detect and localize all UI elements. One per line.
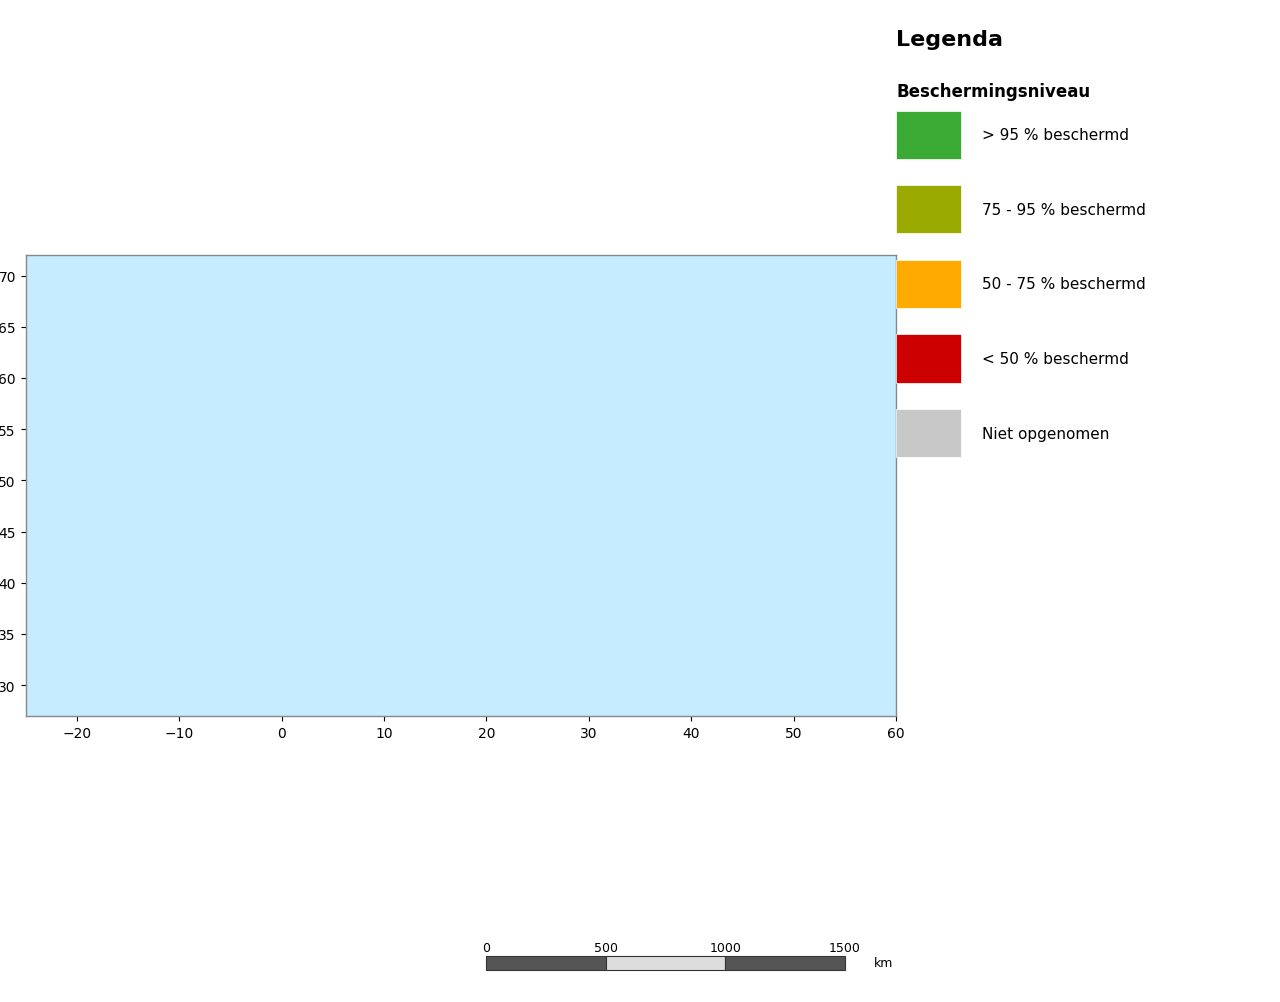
Text: < 50 % beschermd: < 50 % beschermd [982,352,1129,367]
Text: 75 - 95 % beschermd: 75 - 95 % beschermd [982,202,1146,217]
FancyBboxPatch shape [896,335,960,383]
Text: Beschermingsniveau: Beschermingsniveau [896,82,1091,100]
Text: Legenda: Legenda [896,30,1004,50]
Text: 500: 500 [594,941,618,954]
Text: Niet opgenomen: Niet opgenomen [982,426,1110,441]
Text: 1000: 1000 [709,941,741,954]
FancyBboxPatch shape [896,410,960,458]
Text: 0: 0 [483,941,490,954]
Bar [486,956,605,970]
FancyBboxPatch shape [896,261,960,309]
Bar [726,956,845,970]
Text: 50 - 75 % beschermd: 50 - 75 % beschermd [982,278,1146,292]
FancyBboxPatch shape [896,186,960,234]
Text: km: km [873,957,893,969]
Bar [605,956,726,970]
FancyBboxPatch shape [896,111,960,159]
Text: 1500: 1500 [829,941,860,954]
Text: > 95 % beschermd: > 95 % beschermd [982,128,1129,143]
